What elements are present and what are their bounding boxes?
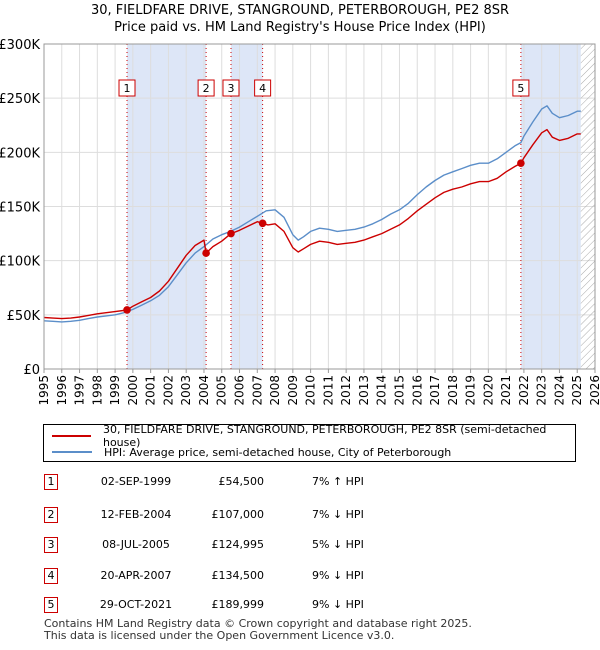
future-hatch xyxy=(580,44,595,369)
x-tick-label: 2026 xyxy=(588,375,600,406)
x-tick-label: 2025 xyxy=(570,375,584,406)
x-tick-label: 2015 xyxy=(392,375,406,406)
sale-point xyxy=(227,229,235,238)
footer-line-2: This data is licensed under the Open Gov… xyxy=(44,629,395,642)
sale-point xyxy=(258,219,267,228)
x-tick-label: 2005 xyxy=(215,375,229,406)
sale-price: £189,999 xyxy=(211,598,265,611)
sale-point xyxy=(202,249,210,257)
sale-price: £107,000 xyxy=(211,508,265,521)
sale-marker-box xyxy=(222,79,240,97)
x-tick-label: 1999 xyxy=(108,375,122,406)
sale-number-box: 1 xyxy=(44,474,58,490)
sale-row: 3 08-JUL-2005 £124,995 5% ↓ HPI xyxy=(44,537,444,555)
x-tick-label: 2010 xyxy=(304,375,318,406)
x-tick-label: 2024 xyxy=(552,375,566,406)
sale-hpi-diff: 7% ↓ HPI xyxy=(312,508,364,521)
sale-row: 5 29-OCT-2021 £189,999 9% ↓ HPI xyxy=(44,597,444,615)
x-tick-label: 2008 xyxy=(268,375,282,406)
y-tick-label: £250K xyxy=(0,92,40,107)
sale-marker-box xyxy=(254,79,272,97)
sale-point xyxy=(123,306,131,314)
sale-number-box: 5 xyxy=(44,597,58,613)
sale-number-box: 3 xyxy=(44,537,58,553)
sale-row: 4 20-APR-2007 £134,500 9% ↓ HPI xyxy=(44,568,444,586)
x-tick-label: 2011 xyxy=(321,375,335,406)
y-tick-label: £150K xyxy=(0,201,40,216)
x-tick-label: 1995 xyxy=(37,375,51,406)
x-tick-label: 2019 xyxy=(464,375,478,406)
x-tick-label: 2023 xyxy=(535,375,549,406)
sale-marker-label: 1 xyxy=(124,82,131,95)
sale-hpi-diff: 9% ↓ HPI xyxy=(312,598,364,611)
legend-item-hpi: HPI: Average price, semi-detached house,… xyxy=(52,444,451,460)
x-tick-label: 2002 xyxy=(161,375,175,406)
title-line-1: 30, FIELDFARE DRIVE, STANGROUND, PETERBO… xyxy=(90,3,510,18)
x-tick-label: 2018 xyxy=(446,375,460,406)
x-tick-label: 2017 xyxy=(428,375,442,406)
sale-marker-box xyxy=(118,79,136,97)
sale-number-box: 2 xyxy=(44,507,58,523)
chart-title: 30, FIELDFARE DRIVE, STANGROUND, PETERBO… xyxy=(0,2,600,36)
x-tick-label: 2012 xyxy=(339,375,353,406)
x-tick-label: 2020 xyxy=(481,375,495,406)
sale-marker-label: 5 xyxy=(517,82,524,95)
x-tick-label: 2016 xyxy=(410,375,424,406)
x-tick-label: 2004 xyxy=(197,375,211,406)
x-tick-label: 1996 xyxy=(55,375,69,406)
sale-marker-label: 4 xyxy=(259,82,266,95)
x-tick-label: 2014 xyxy=(375,375,389,406)
y-tick-label: £100K xyxy=(0,255,40,270)
sale-price: £124,995 xyxy=(211,538,265,551)
sale-price: £54,500 xyxy=(218,475,265,488)
sale-marker-box xyxy=(512,79,530,97)
price-chart: 1 2 3 4 5 £0 £50K £100K £150K £200K £250K £300K 199… xyxy=(0,38,600,406)
sale-marker-label: 2 xyxy=(203,82,210,95)
x-tick-label: 2021 xyxy=(499,375,513,406)
sale-row: 1 02-SEP-1999 £54,500 7% ↑ HPI xyxy=(44,474,444,492)
x-tick-label: 1998 xyxy=(90,375,104,406)
sale-marker-label: 3 xyxy=(227,82,234,95)
legend-swatch-hpi xyxy=(52,451,92,453)
legend-label-hpi: HPI: Average price, semi-detached house,… xyxy=(104,445,452,459)
title-line-2: Price paid vs. HM Land Registry's House … xyxy=(114,20,486,35)
footer-line-1: Contains HM Land Registry data © Crown c… xyxy=(44,617,472,630)
sale-hpi-diff: 7% ↑ HPI xyxy=(312,475,364,488)
footer-attribution: Contains HM Land Registry data © Crown c… xyxy=(44,618,472,642)
sale-date: 20-APR-2007 xyxy=(100,569,172,582)
sale-row: 2 12-FEB-2004 £107,000 7% ↓ HPI xyxy=(44,507,444,525)
legend-item-property: 30, FIELDFARE DRIVE, STANGROUND, PETERBO… xyxy=(52,423,575,449)
x-tick-label: 2007 xyxy=(250,375,264,406)
sale-date: 29-OCT-2021 xyxy=(99,598,173,611)
x-tick-label: 2009 xyxy=(286,375,300,406)
sale-number-box: 4 xyxy=(44,568,58,584)
sale-date: 08-JUL-2005 xyxy=(102,538,170,551)
x-tick-label: 2022 xyxy=(517,375,531,406)
sale-hpi-diff: 5% ↓ HPI xyxy=(312,538,364,551)
hpi-line xyxy=(43,105,581,323)
legend-label-property: 30, FIELDFARE DRIVE, STANGROUND, PETERBO… xyxy=(102,423,547,449)
sale-date: 12-FEB-2004 xyxy=(100,508,172,521)
y-tick-label: £300K xyxy=(0,38,40,53)
sale-price: £134,500 xyxy=(211,569,265,582)
y-tick-label: £50K xyxy=(7,309,41,324)
sale-point xyxy=(517,159,525,167)
x-tick-label: 2003 xyxy=(179,375,193,406)
x-tick-label: 2006 xyxy=(233,375,247,406)
y-tick-label: £200K xyxy=(0,146,40,161)
sale-marker-box xyxy=(197,79,215,97)
chart-legend: 30, FIELDFARE DRIVE, STANGROUND, PETERBO… xyxy=(43,423,576,462)
sale-hpi-diff: 9% ↓ HPI xyxy=(312,569,364,582)
x-tick-label: 1997 xyxy=(73,375,87,406)
y-tick-label: £0 xyxy=(23,363,40,378)
plot-frame xyxy=(43,43,596,370)
property-price-line xyxy=(43,128,581,320)
x-tick-label: 2013 xyxy=(357,375,371,406)
sale-date: 02-SEP-1999 xyxy=(100,475,172,488)
x-tick-label: 2000 xyxy=(126,375,140,406)
legend-swatch-property xyxy=(52,435,91,437)
x-tick-label: 2001 xyxy=(144,375,158,406)
